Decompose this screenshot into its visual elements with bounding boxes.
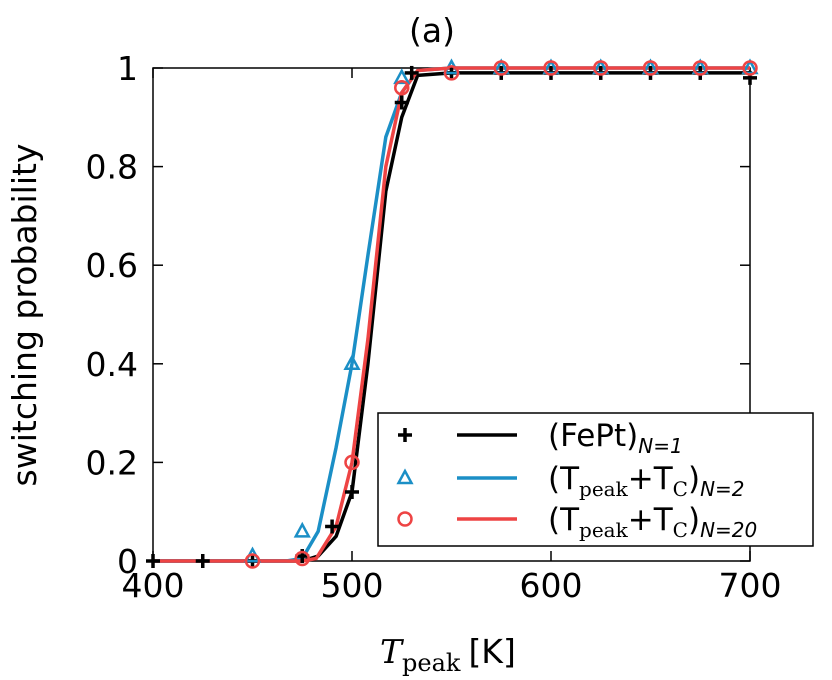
series-line-3 bbox=[153, 66, 750, 563]
series-2-point-7 bbox=[592, 58, 610, 75]
series-3-point-3 bbox=[394, 79, 410, 96]
y-tick-label-4: 0.8 bbox=[86, 148, 138, 187]
legend: (FePt)N=1 (Tpeak+TC)N=2 (Tpeak+TC)N=20 bbox=[377, 412, 814, 547]
legend-marker-series-3 bbox=[397, 511, 413, 527]
x-axis-label-main: T bbox=[380, 632, 405, 671]
legend-symbol-series-3 bbox=[397, 511, 413, 527]
x-tick-label-0: 400 bbox=[122, 566, 185, 605]
y-tick-labels: 0 0.2 0.4 0.6 0.8 1 bbox=[86, 49, 138, 581]
y-tick-label-1: 0.2 bbox=[86, 443, 138, 482]
x-tick-label-3: 700 bbox=[719, 566, 782, 605]
svg-text:Tpeak[K]: Tpeak [K] bbox=[380, 632, 516, 677]
series-2-point-9 bbox=[691, 58, 709, 75]
series-1-point-4 bbox=[325, 519, 340, 534]
series-2-point-5 bbox=[492, 58, 510, 75]
series-1-point-7 bbox=[404, 65, 419, 80]
series-2-point-8 bbox=[641, 58, 660, 75]
series-3-point-0 bbox=[244, 553, 261, 569]
series-3-point-7 bbox=[593, 60, 609, 76]
legend-symbol-series-2 bbox=[396, 468, 414, 485]
y-tick-label-3: 0.6 bbox=[86, 246, 138, 285]
x-tick-labels: 400 500 600 700 bbox=[122, 566, 782, 605]
series-3-point-10 bbox=[742, 60, 758, 76]
series-1-point-6 bbox=[394, 95, 409, 110]
series-3-point-8 bbox=[642, 60, 659, 76]
series-3-point-2 bbox=[344, 454, 360, 471]
series-markers bbox=[146, 58, 759, 569]
x-axis-label-unit: [K] bbox=[468, 632, 515, 671]
series-lines bbox=[153, 66, 750, 563]
series-2-point-3 bbox=[393, 68, 411, 85]
series-1-point-0 bbox=[146, 554, 160, 568]
series-3-point-5 bbox=[493, 60, 509, 76]
series-3-point-9 bbox=[692, 60, 708, 76]
legend-label-series-1: (FePt)N=1 bbox=[548, 418, 683, 458]
legend-symbol-series-1 bbox=[398, 428, 412, 442]
legend-label-series-3: (Tpeak+TC)N=20 bbox=[548, 502, 757, 542]
legend-marker-series-2 bbox=[396, 468, 414, 485]
x-axis-label: Tpeak [K] bbox=[380, 632, 516, 677]
legend-label-series-2: (Tpeak+TC)N=2 bbox=[548, 461, 745, 501]
x-tick-label-1: 500 bbox=[321, 566, 384, 605]
series-3-point-6 bbox=[543, 60, 559, 76]
series-1-point-5 bbox=[345, 484, 359, 499]
series-2-point-2 bbox=[343, 354, 361, 371]
series-1-point-1 bbox=[195, 554, 210, 568]
x-tick-label-2: 600 bbox=[520, 566, 583, 605]
y-tick-label-5: 1 bbox=[117, 49, 138, 88]
series-3-point-1 bbox=[294, 550, 310, 567]
y-tick-label-0: 0 bbox=[117, 542, 138, 581]
series-2-point-1 bbox=[293, 521, 311, 538]
y-axis-label: switching probability bbox=[5, 144, 44, 487]
series-2-point-6 bbox=[542, 58, 560, 75]
series-3-point-4 bbox=[443, 65, 460, 81]
series-2-point-10 bbox=[741, 58, 759, 75]
chart-title: (a) bbox=[409, 11, 455, 50]
legend-marker-series-1 bbox=[398, 428, 412, 442]
y-tick-label-2: 0.4 bbox=[86, 345, 138, 384]
legend-box bbox=[377, 412, 814, 547]
x-axis-label-sub: peak bbox=[402, 649, 461, 677]
